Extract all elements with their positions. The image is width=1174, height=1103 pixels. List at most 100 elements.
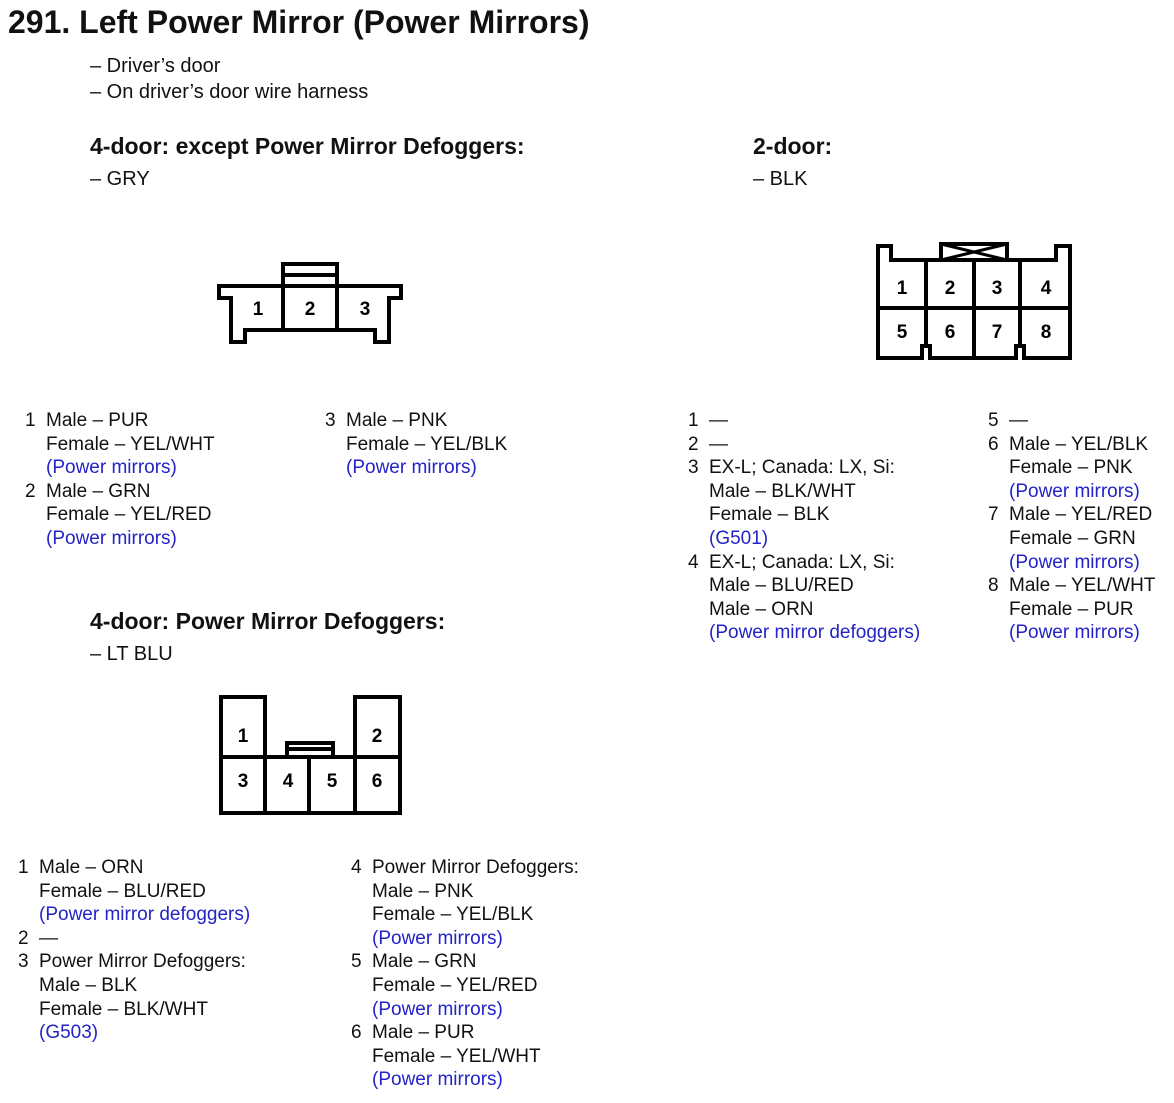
pin-number: 1: [25, 410, 36, 431]
pin-entry: 7 Male – YEL/RED Female – GRN (Power mirror…: [988, 503, 1155, 574]
wire-spec: Female – YEL/WHT: [46, 433, 215, 455]
wire-spec: Male – BLK: [39, 974, 138, 996]
pin-number: 2: [688, 433, 699, 455]
circuit-reference: (Power mirrors): [46, 527, 177, 549]
pin-label: 2: [372, 726, 383, 747]
wire-spec: Power Mirror Defoggers:: [39, 951, 246, 973]
pin-label: 5: [327, 771, 338, 792]
pin-details: Male – GRN Female – YEL/RED (Power mirrors…: [46, 480, 211, 551]
pin-details: Male – GRN Female – YEL/RED (Power mirrors…: [372, 950, 537, 1021]
wire-spec: Female – YEL/RED: [372, 974, 538, 996]
wire-spec: —: [1009, 410, 1028, 431]
connector-c-color: – BLK: [753, 168, 808, 190]
circuit-reference: (Power mirror defoggers): [39, 904, 251, 926]
pin-number: 7: [988, 504, 999, 526]
pin-details: Male – YEL/RED Female – GRN (Power mirrors…: [1009, 503, 1152, 574]
wire-spec: Male – GRN: [372, 951, 477, 973]
circuit-reference: (Power mirrors): [372, 927, 503, 949]
connector-a-pins-col1: 1 Male – PUR Female – YEL/WHT (Power mirror…: [25, 409, 215, 551]
connector-c-heading: 2-door:: [753, 133, 833, 159]
wire-spec: Male – YEL/WHT: [1009, 575, 1156, 597]
connector-a-diagram: 1 2 3: [217, 262, 403, 344]
pin-number: 6: [351, 1022, 362, 1044]
pin-number: 4: [688, 551, 699, 573]
pin-entry: 4 Power Mirror Defoggers: Male – PNK Female…: [351, 856, 579, 950]
pin-entry: 1—: [688, 409, 920, 433]
pin-number: 5: [988, 410, 999, 431]
circuit-reference: (Power mirrors): [372, 998, 503, 1020]
wire-spec: Female – YEL/RED: [46, 504, 212, 526]
pin-entry: 2—: [688, 433, 920, 457]
pin-entry: 6 Male – YEL/BLK Female – PNK (Power mirror…: [988, 433, 1155, 504]
connector-b-color: – LT BLU: [90, 643, 173, 665]
connector-a-pins-col2: 3 Male – PNK Female – YEL/BLK (Power mirror…: [325, 409, 507, 480]
wire-spec: Female – YEL/BLK: [346, 433, 508, 455]
wire-spec: Female – GRN: [1009, 527, 1136, 549]
circuit-reference: (Power mirrors): [372, 1069, 503, 1091]
pin-entry: 5—: [988, 409, 1155, 433]
wire-spec: —: [39, 927, 58, 949]
connector-a-color: – GRY: [90, 168, 150, 190]
pin-label: 2: [945, 278, 956, 299]
wire-spec: Male – ORN: [709, 598, 814, 620]
wire-spec: Female – YEL/WHT: [372, 1045, 541, 1067]
pin-details: Male – ORN Female – BLU/RED (Power mirror …: [39, 856, 250, 927]
pin-entry: 4 EX-L; Canada: LX, Si: Male – BLU/RED Male…: [688, 551, 920, 645]
wire-spec: Female – BLK: [709, 504, 830, 526]
connector-a-heading: 4-door: except Power Mirror Defoggers:: [90, 133, 525, 159]
circuit-reference: (Power mirrors): [46, 457, 177, 479]
pin-entry: 8 Male – YEL/WHT Female – PUR (Power mirror…: [988, 574, 1155, 645]
wire-spec: Male – YEL/BLK: [1009, 433, 1149, 455]
location-note: – Driver’s door – On driver’s door wire …: [90, 53, 368, 105]
wire-spec: Male – BLU/RED: [709, 575, 854, 597]
pin-entry: 1 Male – ORN Female – BLU/RED (Power mirror…: [18, 856, 250, 927]
wire-spec: Female – PNK: [1009, 457, 1133, 479]
circuit-reference: (Power mirrors): [1009, 622, 1140, 644]
pin-label: 4: [1041, 278, 1052, 299]
wire-spec: Female – BLK/WHT: [39, 998, 208, 1020]
wire-spec: Male – BLK/WHT: [709, 480, 856, 502]
pin-number: 2: [18, 927, 29, 949]
pin-details: Male – PUR Female – YEL/WHT (Power mirrors…: [46, 409, 215, 480]
pin-number: 3: [325, 410, 336, 431]
pin-label: 1: [897, 278, 908, 299]
wire-spec: Male – ORN: [39, 857, 144, 878]
note-line: – Driver’s door: [90, 55, 221, 77]
pin-label: 3: [238, 771, 249, 792]
pin-number: 8: [988, 575, 999, 597]
circuit-reference: (G501): [709, 527, 769, 549]
circuit-reference: (Power mirrors): [1009, 551, 1140, 573]
pin-number: 3: [688, 457, 699, 479]
pin-details: Male – YEL/BLK Female – PNK (Power mirrors…: [1009, 433, 1148, 504]
pin-label: 6: [945, 322, 956, 343]
pin-label: 3: [360, 299, 371, 320]
wire-spec: Female – BLU/RED: [39, 880, 206, 902]
pin-label: 3: [992, 278, 1003, 299]
wire-spec: Male – GRN: [46, 480, 151, 502]
pin-label: 8: [1041, 322, 1052, 343]
connector-c-pins-col1: 1—2—3 EX-L; Canada: LX, Si: Male – BLK/WHT…: [688, 409, 920, 645]
pin-label: 4: [283, 771, 294, 792]
pin-number: 6: [988, 433, 999, 455]
connector-c-diagram: 1 2 3 4 5 6 7 8: [876, 242, 1072, 360]
circuit-reference: (Power mirrors): [346, 457, 477, 479]
wire-spec: Male – PUR: [46, 410, 149, 431]
wire-spec: Female – YEL/BLK: [372, 904, 534, 926]
connector-c-pins-col2: 5—6 Male – YEL/BLK Female – PNK (Power mirr…: [988, 409, 1155, 645]
pin-number: 1: [688, 410, 699, 431]
pin-number: 1: [18, 857, 29, 878]
pin-details: EX-L; Canada: LX, Si: Male – BLK/WHT Femal…: [709, 456, 895, 550]
wire-spec: Male – YEL/RED: [1009, 504, 1153, 526]
pin-entry: 3 EX-L; Canada: LX, Si: Male – BLK/WHT Fema…: [688, 456, 920, 550]
pin-label: 2: [305, 299, 316, 320]
pin-label: 1: [253, 299, 264, 320]
pin-number: 5: [351, 951, 362, 973]
connector-b-heading: 4-door: Power Mirror Defoggers:: [90, 608, 446, 634]
connector-b-pins-col1: 1 Male – ORN Female – BLU/RED (Power mirror…: [18, 856, 250, 1045]
pin-details: —: [709, 409, 728, 433]
pin-details: Male – PUR Female – YEL/WHT (Power mirrors…: [372, 1021, 541, 1092]
circuit-reference: (Power mirrors): [1009, 480, 1140, 502]
pin-entry: 2 Male – GRN Female – YEL/RED (Power mirror…: [25, 480, 215, 551]
pin-entry: 6 Male – PUR Female – YEL/WHT (Power mirror…: [351, 1021, 579, 1092]
wire-spec: Female – PUR: [1009, 598, 1134, 620]
